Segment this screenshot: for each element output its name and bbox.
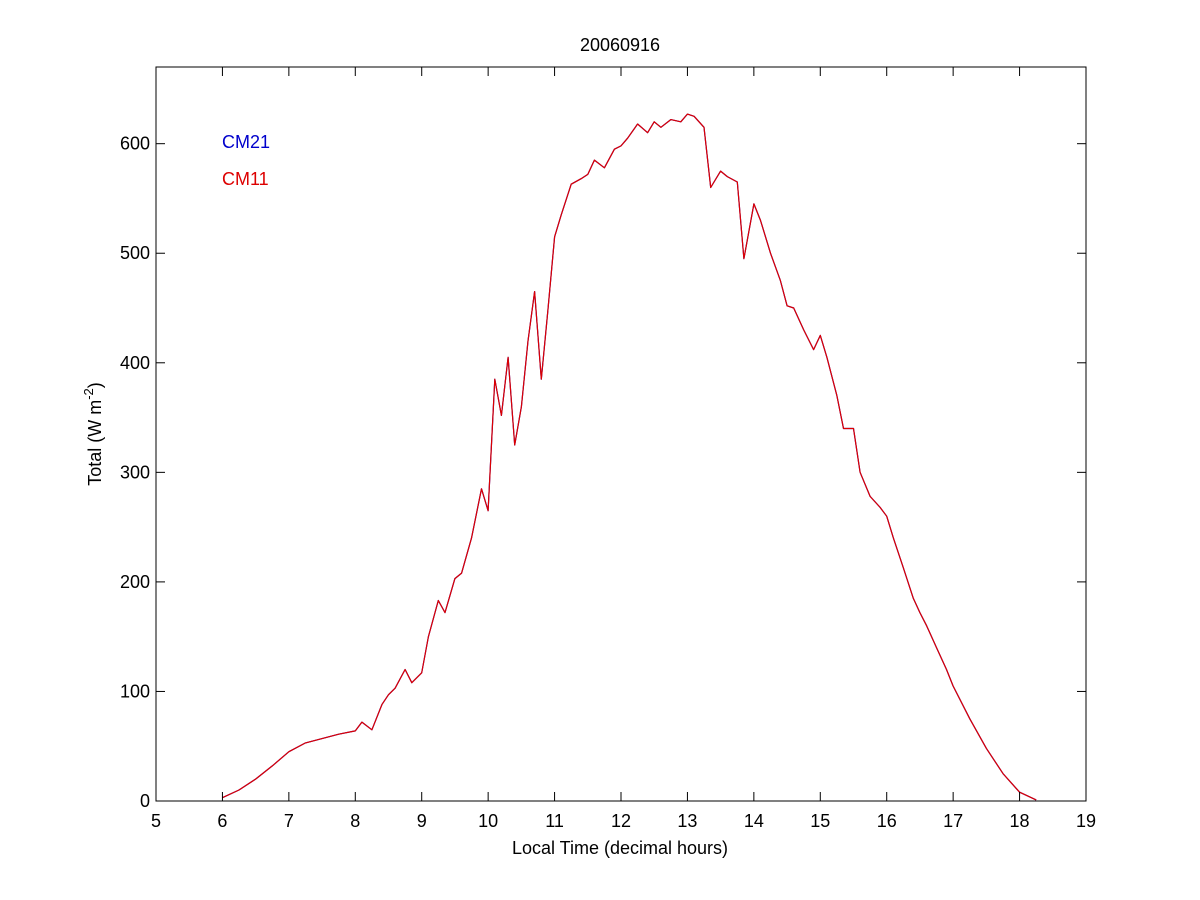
x-tick-label: 19 xyxy=(1076,811,1096,831)
x-tick-label: 15 xyxy=(810,811,830,831)
y-tick-label: 300 xyxy=(120,462,150,482)
x-tick-label: 13 xyxy=(677,811,697,831)
legend: CM21 CM11 xyxy=(222,132,270,189)
x-axis-label: Local Time (decimal hours) xyxy=(512,838,728,858)
plot-frame xyxy=(155,66,1087,802)
x-tick-label: 16 xyxy=(877,811,897,831)
y-axis-label-close: ) xyxy=(85,382,105,388)
legend-label-cm21: CM21 xyxy=(222,132,270,152)
plot-area xyxy=(155,66,1087,802)
y-tick-label: 500 xyxy=(120,243,150,263)
y-axis-label-main: Total (W m xyxy=(85,400,105,486)
x-tick-label: 18 xyxy=(1010,811,1030,831)
ticks-layer xyxy=(155,67,1087,802)
chart-title: 20060916 xyxy=(580,35,660,55)
y-tick-label: 100 xyxy=(120,681,150,701)
y-axis-label-exponent: -2 xyxy=(81,388,96,400)
x-tick-label: 12 xyxy=(611,811,631,831)
tick-labels: 5 6 7 8 9 10 11 12 13 14 15 16 17 18 19 0 100 200 300 400 50… xyxy=(120,134,1096,831)
legend-label-cm11: CM11 xyxy=(222,169,269,189)
y-tick-label: 600 xyxy=(120,134,150,154)
x-tick-label: 11 xyxy=(545,811,564,831)
y-tick-label: 200 xyxy=(120,572,150,592)
x-tick-label: 5 xyxy=(151,811,161,831)
y-tick-label: 400 xyxy=(120,353,150,373)
x-tick-label: 7 xyxy=(284,811,294,831)
x-tick-label: 17 xyxy=(943,811,963,831)
x-tick-label: 14 xyxy=(744,811,764,831)
x-tick-label: 9 xyxy=(417,811,427,831)
x-tick-label: 8 xyxy=(350,811,360,831)
x-tick-label: 10 xyxy=(478,811,498,831)
y-tick-label: 0 xyxy=(140,791,150,811)
x-tick-label: 6 xyxy=(217,811,227,831)
y-axis-label: Total (W m-2) xyxy=(81,382,105,486)
series-line-cm11 xyxy=(222,113,1037,801)
series-layer xyxy=(222,113,1037,801)
